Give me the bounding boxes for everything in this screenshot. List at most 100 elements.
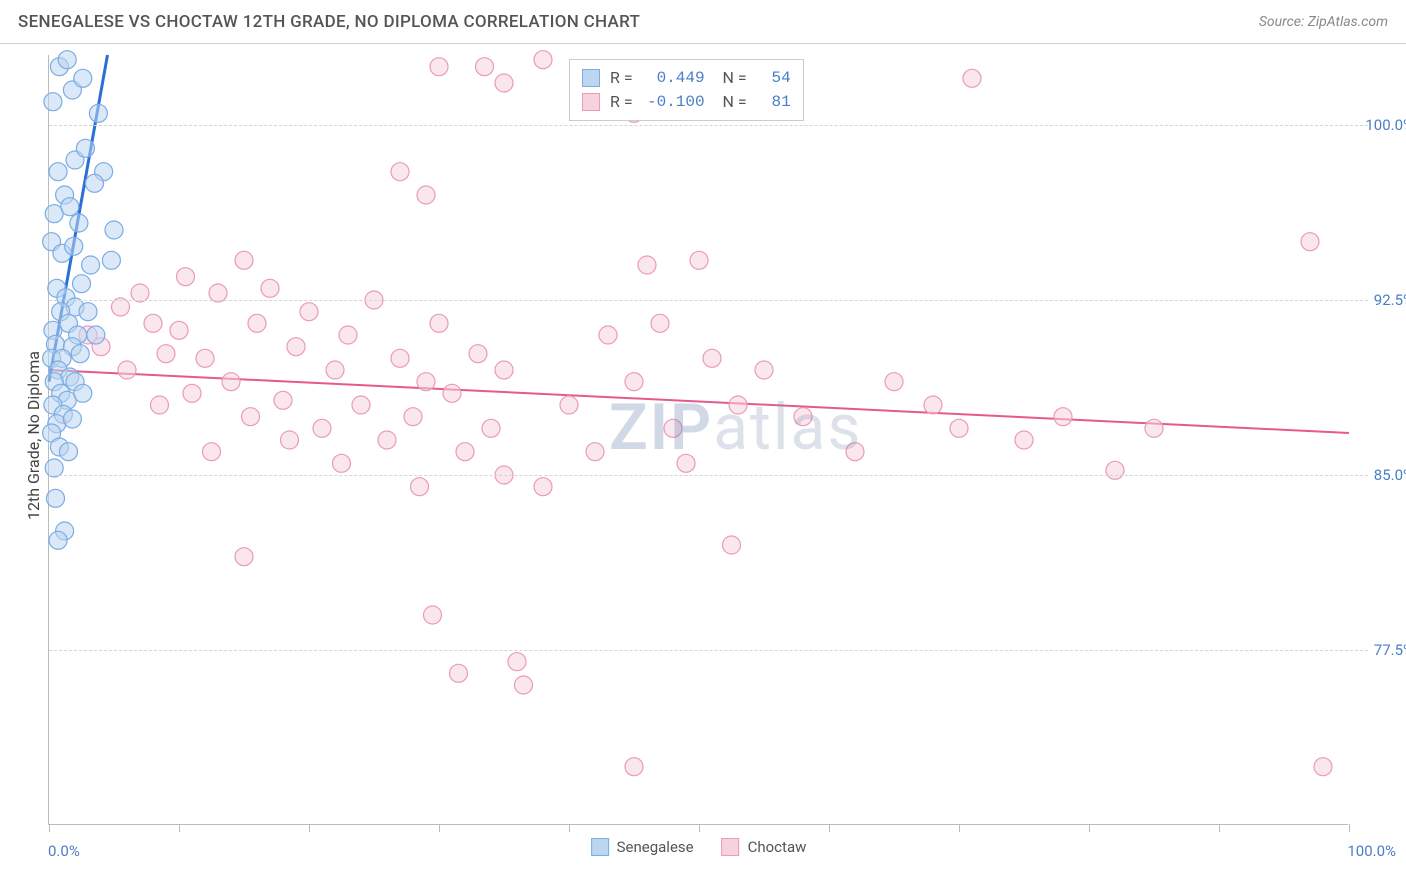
scatter-point (261, 279, 279, 297)
scatter-point (300, 303, 318, 321)
plot-area: R =0.449 N =54R =-0.100 N =81 Senegalese… (48, 55, 1348, 825)
scatter-point (65, 237, 83, 255)
scatter-point (63, 410, 81, 428)
scatter-point (49, 531, 67, 549)
scatter-point (963, 69, 981, 87)
scatter-point (1054, 408, 1072, 426)
scatter-point (47, 489, 65, 507)
scatter-point (222, 373, 240, 391)
y-tick-label: 77.5% (1374, 641, 1406, 659)
scatter-point (74, 69, 92, 87)
chart-title: SENEGALESE VS CHOCTAW 12TH GRADE, NO DIP… (18, 12, 640, 32)
scatter-point (82, 256, 100, 274)
scatter-point (196, 349, 214, 367)
scatter-point (58, 51, 76, 69)
scatter-point (651, 314, 669, 332)
scatter-point (476, 58, 494, 76)
x-tick (439, 824, 440, 832)
scatter-point (560, 396, 578, 414)
series-legend: Senegalese Choctaw (591, 838, 807, 856)
scatter-point (482, 419, 500, 437)
legend-swatch (582, 93, 600, 111)
x-tick (1089, 824, 1090, 832)
x-tick (699, 824, 700, 832)
scatter-point (515, 676, 533, 694)
scatter-point (44, 93, 62, 111)
scatter-point (924, 396, 942, 414)
scatter-point (339, 326, 357, 344)
scatter-point (378, 431, 396, 449)
scatter-point (61, 198, 79, 216)
x-tick (309, 824, 310, 832)
legend-r-label: R = (610, 66, 633, 90)
x-tick (829, 824, 830, 832)
scatter-point (326, 361, 344, 379)
chart-header: SENEGALESE VS CHOCTAW 12TH GRADE, NO DIP… (0, 0, 1406, 44)
legend-n-label: N = (715, 90, 747, 114)
scatter-point (86, 174, 104, 192)
legend-item: Choctaw (722, 838, 807, 856)
legend-row: R =0.449 N =54 (582, 66, 791, 90)
scatter-point (469, 345, 487, 363)
scatter-point (729, 396, 747, 414)
legend-label: Senegalese (617, 838, 694, 856)
scatter-point (49, 163, 67, 181)
legend-item: Senegalese (591, 838, 694, 856)
scatter-point (664, 419, 682, 437)
scatter-point (391, 163, 409, 181)
scatter-point (677, 454, 695, 472)
scatter-point (391, 349, 409, 367)
source-attribution: Source: ZipAtlas.com (1259, 14, 1388, 30)
legend-row: R =-0.100 N =81 (582, 90, 791, 114)
scatter-point (417, 373, 435, 391)
scatter-point (495, 74, 513, 92)
scatter-point (71, 345, 89, 363)
legend-r-value: 0.449 (643, 66, 705, 90)
scatter-point (157, 345, 175, 363)
scatter-point (151, 396, 169, 414)
legend-swatch (591, 838, 609, 856)
scatter-point (105, 221, 123, 239)
y-tick-label: 85.0% (1374, 466, 1406, 484)
scatter-point (430, 58, 448, 76)
scatter-point (534, 51, 552, 69)
scatter-point (755, 361, 773, 379)
scatter-point (450, 664, 468, 682)
gridline (49, 125, 1368, 126)
x-tick (1219, 824, 1220, 832)
legend-swatch (582, 69, 600, 87)
scatter-point (411, 478, 429, 496)
scatter-point (417, 186, 435, 204)
scatter-point (625, 373, 643, 391)
x-tick (569, 824, 570, 832)
scatter-point (89, 104, 107, 122)
scatter-point (287, 338, 305, 356)
scatter-point (424, 606, 442, 624)
scatter-point (846, 443, 864, 461)
scatter-point (885, 373, 903, 391)
legend-n-value: 81 (757, 90, 791, 114)
scatter-point (235, 251, 253, 269)
scatter-point (430, 314, 448, 332)
scatter-point (456, 443, 474, 461)
x-tick (179, 824, 180, 832)
scatter-point (703, 349, 721, 367)
scatter-point (313, 419, 331, 437)
scatter-svg (49, 55, 1348, 824)
scatter-point (60, 443, 78, 461)
scatter-point (625, 758, 643, 776)
x-axis-min-label: 0.0% (48, 842, 80, 860)
legend-n-label: N = (715, 66, 747, 90)
gridline (49, 475, 1368, 476)
x-axis-max-label: 100.0% (1347, 842, 1396, 860)
scatter-point (404, 408, 422, 426)
scatter-point (76, 139, 94, 157)
scatter-point (118, 361, 136, 379)
legend-label: Choctaw (748, 838, 807, 856)
scatter-point (508, 653, 526, 671)
scatter-point (281, 431, 299, 449)
legend-swatch (722, 838, 740, 856)
scatter-point (723, 536, 741, 554)
scatter-point (74, 384, 92, 402)
scatter-point (70, 214, 88, 232)
